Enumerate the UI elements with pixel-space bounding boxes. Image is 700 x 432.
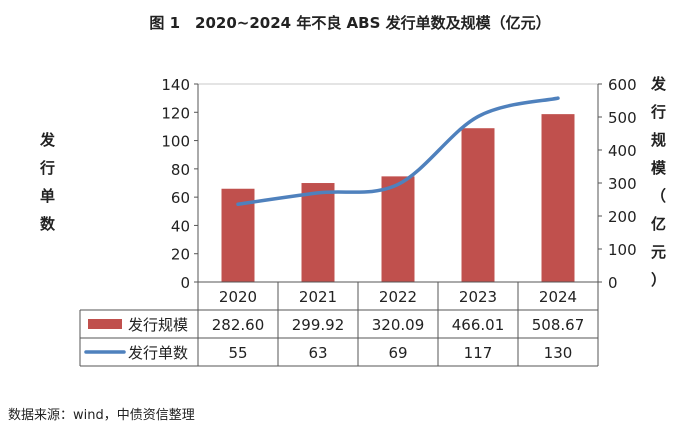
y-axis-right-label-char: 元: [651, 243, 667, 261]
x-tick-label: 2023: [459, 288, 497, 306]
y-axis-right-label-char: 发: [651, 75, 667, 93]
y-left-tick-label: 20: [171, 246, 190, 264]
table-value: 117: [464, 344, 493, 362]
y-left-tick-label: 60: [171, 189, 190, 207]
y-axis-right-label: 发行规模 （ 亿元 ）: [651, 70, 666, 294]
x-tick-label: 2024: [539, 288, 577, 306]
y-axis-left-label-char: 发: [40, 131, 56, 149]
y-right-tick-label: 300: [608, 175, 637, 193]
legend-label: 发行单数: [128, 344, 188, 362]
y-axis-left-label-char: 数: [40, 215, 56, 233]
table-value: 508.67: [532, 316, 585, 334]
y-axis-left-label-char: 单: [40, 187, 56, 205]
bar: [461, 128, 495, 282]
y-left-tick-label: 40: [171, 217, 190, 235]
table-value: 466.01: [452, 316, 505, 334]
y-right-tick-label: 0: [608, 274, 618, 292]
bar: [301, 183, 335, 282]
y-axis-right-label-char: ）: [651, 271, 667, 289]
series-line: [236, 96, 560, 206]
y-axis-right-label-char: 行: [651, 103, 667, 121]
table-value: 299.92: [292, 316, 345, 334]
y-left-tick-label: 120: [161, 104, 190, 122]
table-value: 320.09: [372, 316, 425, 334]
table-value: 282.60: [212, 316, 265, 334]
y-left-tick-label: 80: [171, 161, 190, 179]
y-right-tick-label: 500: [608, 109, 637, 127]
legend-swatch-bar: [88, 319, 122, 329]
y-axis-right-label-char: 亿: [651, 215, 667, 233]
y-left-tick-label: 100: [161, 133, 190, 151]
x-tick-label: 2022: [379, 288, 417, 306]
source-note: 数据来源：wind，中债资信整理: [8, 408, 195, 423]
y-left-tick-label: 0: [180, 274, 190, 292]
y-right-tick-label: 400: [608, 142, 637, 160]
y-left-tick-label: 140: [161, 76, 190, 94]
y-axis-left-label-char: 行: [40, 159, 56, 177]
legend-label: 发行规模: [128, 316, 188, 334]
x-tick-label: 2020: [219, 288, 257, 306]
y-right-tick-label: 200: [608, 208, 637, 226]
y-axis-left-label: 发行单数: [40, 126, 55, 238]
bar: [541, 114, 575, 282]
chart-title: 图 1 2020~2024 年不良 ABS 发行单数及规模（亿元）: [149, 14, 551, 32]
y-axis-right-label-char: （: [651, 187, 667, 205]
table-value: 63: [308, 344, 327, 362]
y-right-tick-label: 100: [608, 241, 637, 259]
y-axis-right-label-char: 规: [651, 131, 667, 149]
y-right-tick-label: 600: [608, 76, 637, 94]
bar: [381, 176, 415, 282]
x-tick-label: 2021: [299, 288, 337, 306]
table-value: 130: [544, 344, 573, 362]
table-value: 69: [388, 344, 407, 362]
table-value: 55: [228, 344, 247, 362]
y-axis-right-label-char: 模: [651, 159, 667, 177]
